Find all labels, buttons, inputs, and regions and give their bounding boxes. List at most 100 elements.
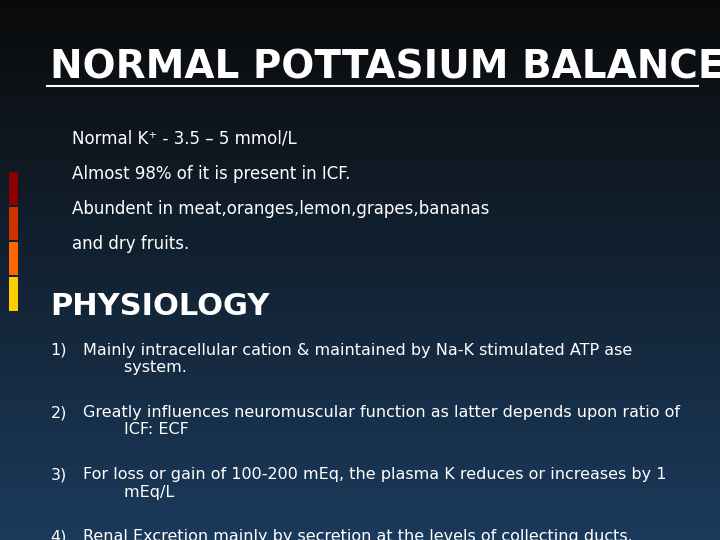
Text: NORMAL POTTASIUM BALANCE: NORMAL POTTASIUM BALANCE (50, 49, 720, 86)
Bar (0, 89, 720, 92)
Bar (0, 321, 720, 324)
Bar (0, 232, 720, 235)
Bar (0, 294, 720, 297)
Bar (0, 32, 720, 35)
Bar (0, 335, 720, 338)
Bar (0, 256, 720, 259)
Bar (0, 364, 720, 367)
Bar (0, 508, 720, 510)
Bar (0, 113, 720, 116)
Bar (0, 281, 720, 284)
Bar (0, 116, 720, 119)
Bar (0, 202, 720, 205)
Bar (0, 462, 720, 464)
Bar (0, 424, 720, 427)
Bar (0, 170, 720, 173)
Bar (0, 267, 720, 270)
Bar (0, 437, 720, 440)
Bar (0, 81, 720, 84)
Bar (0, 284, 720, 286)
Bar (0, 532, 720, 535)
Bar (0, 221, 720, 224)
Bar (0, 197, 720, 200)
Bar (0, 448, 720, 451)
Bar (0, 151, 720, 154)
Bar (0, 248, 720, 251)
Bar (0, 392, 720, 394)
FancyBboxPatch shape (9, 207, 18, 240)
Bar (0, 100, 720, 103)
Bar (0, 467, 720, 470)
Bar (0, 92, 720, 94)
Bar (0, 408, 720, 410)
Bar (0, 343, 720, 346)
Bar (0, 497, 720, 500)
Bar (0, 332, 720, 335)
Bar (0, 329, 720, 332)
Text: 2): 2) (50, 405, 67, 420)
Bar (0, 464, 720, 467)
Bar (0, 526, 720, 529)
Bar (0, 27, 720, 30)
Bar (0, 224, 720, 227)
Bar (0, 310, 720, 313)
Bar (0, 235, 720, 238)
Bar (0, 122, 720, 124)
Bar (0, 30, 720, 32)
Bar (0, 238, 720, 240)
Bar (0, 537, 720, 540)
Bar (0, 259, 720, 262)
Bar (0, 302, 720, 305)
Bar (0, 76, 720, 78)
Bar (0, 446, 720, 448)
Bar (0, 227, 720, 229)
Bar (0, 176, 720, 178)
Bar (0, 59, 720, 62)
Bar (0, 324, 720, 327)
Bar (0, 111, 720, 113)
Bar (0, 378, 720, 381)
Bar (0, 440, 720, 443)
Bar (0, 54, 720, 57)
Text: Greatly influences neuromuscular function as latter depends upon ratio of
      : Greatly influences neuromuscular functio… (83, 405, 680, 437)
Bar (0, 359, 720, 362)
Bar (0, 500, 720, 502)
Bar (0, 505, 720, 508)
Bar (0, 405, 720, 408)
Bar (0, 124, 720, 127)
Bar (0, 19, 720, 22)
Bar (0, 459, 720, 462)
Bar (0, 94, 720, 97)
Bar (0, 386, 720, 389)
Bar (0, 397, 720, 400)
Bar (0, 327, 720, 329)
Text: Renal Excretion mainly by secretion at the levels of collecting ducts.: Renal Excretion mainly by secretion at t… (83, 529, 633, 540)
Bar (0, 418, 720, 421)
Bar (0, 51, 720, 54)
Bar (0, 211, 720, 213)
Bar (0, 489, 720, 491)
Bar (0, 316, 720, 319)
Bar (0, 246, 720, 248)
Bar (0, 451, 720, 454)
Bar (0, 86, 720, 89)
Bar (0, 265, 720, 267)
Bar (0, 286, 720, 289)
Bar (0, 362, 720, 364)
Bar (0, 230, 720, 232)
Text: 4): 4) (50, 529, 67, 540)
Bar (0, 178, 720, 181)
Bar (0, 154, 720, 157)
Bar (0, 354, 720, 356)
Bar (0, 443, 720, 445)
Bar (0, 138, 720, 140)
Bar (0, 346, 720, 348)
Bar (0, 297, 720, 300)
Bar (0, 184, 720, 186)
Bar (0, 470, 720, 472)
Text: Abundent in meat,oranges,lemon,grapes,bananas: Abundent in meat,oranges,lemon,grapes,ba… (72, 200, 490, 218)
Bar (0, 389, 720, 392)
Bar (0, 5, 720, 8)
Bar (0, 24, 720, 27)
Bar (0, 494, 720, 497)
